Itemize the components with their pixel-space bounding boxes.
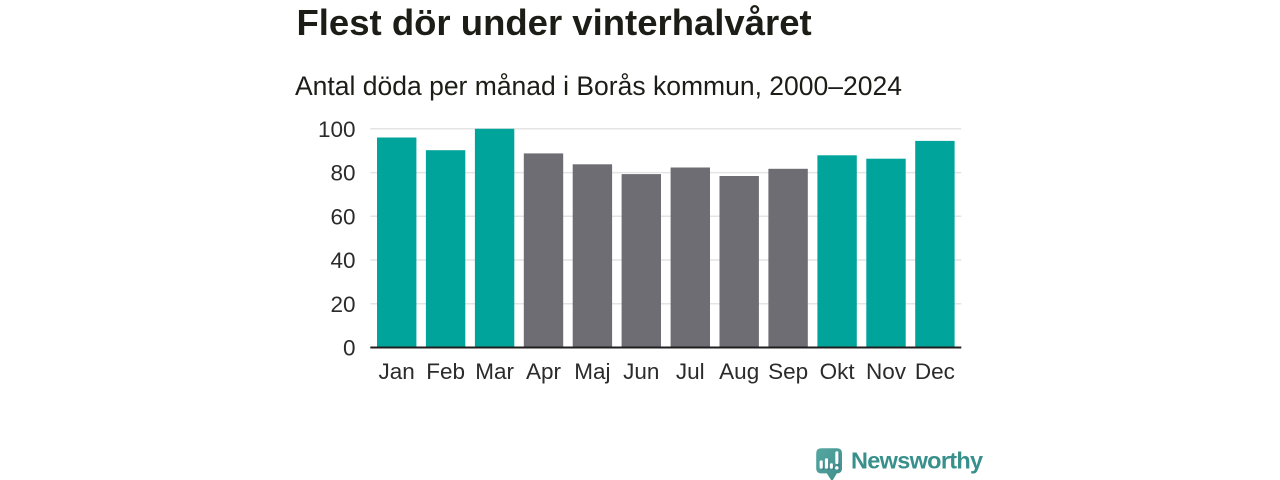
svg-text:Jul: Jul bbox=[676, 359, 705, 384]
svg-text:Jun: Jun bbox=[623, 359, 659, 384]
svg-text:Antal döda per månad i Borås k: Antal döda per månad i Borås kommun, 200… bbox=[295, 71, 902, 101]
svg-text:Feb: Feb bbox=[426, 359, 465, 384]
svg-text:80: 80 bbox=[330, 161, 355, 186]
svg-text:0: 0 bbox=[343, 336, 356, 361]
svg-text:Newsworthy: Newsworthy bbox=[851, 447, 983, 473]
svg-text:Flest dör under vinterhalvåret: Flest dör under vinterhalvåret bbox=[297, 2, 812, 43]
svg-text:20: 20 bbox=[330, 292, 355, 317]
svg-text:Sep: Sep bbox=[768, 359, 808, 384]
svg-text:Maj: Maj bbox=[574, 359, 610, 384]
svg-text:Okt: Okt bbox=[820, 359, 856, 384]
svg-text:60: 60 bbox=[330, 204, 355, 229]
svg-text:100: 100 bbox=[318, 117, 356, 142]
svg-text:Apr: Apr bbox=[526, 359, 562, 384]
svg-text:Mar: Mar bbox=[475, 359, 514, 384]
svg-text:Jan: Jan bbox=[379, 359, 415, 384]
svg-text:Aug: Aug bbox=[719, 359, 759, 384]
svg-text:Dec: Dec bbox=[915, 359, 955, 384]
svg-text:Nov: Nov bbox=[866, 359, 907, 384]
svg-text:40: 40 bbox=[330, 248, 355, 273]
